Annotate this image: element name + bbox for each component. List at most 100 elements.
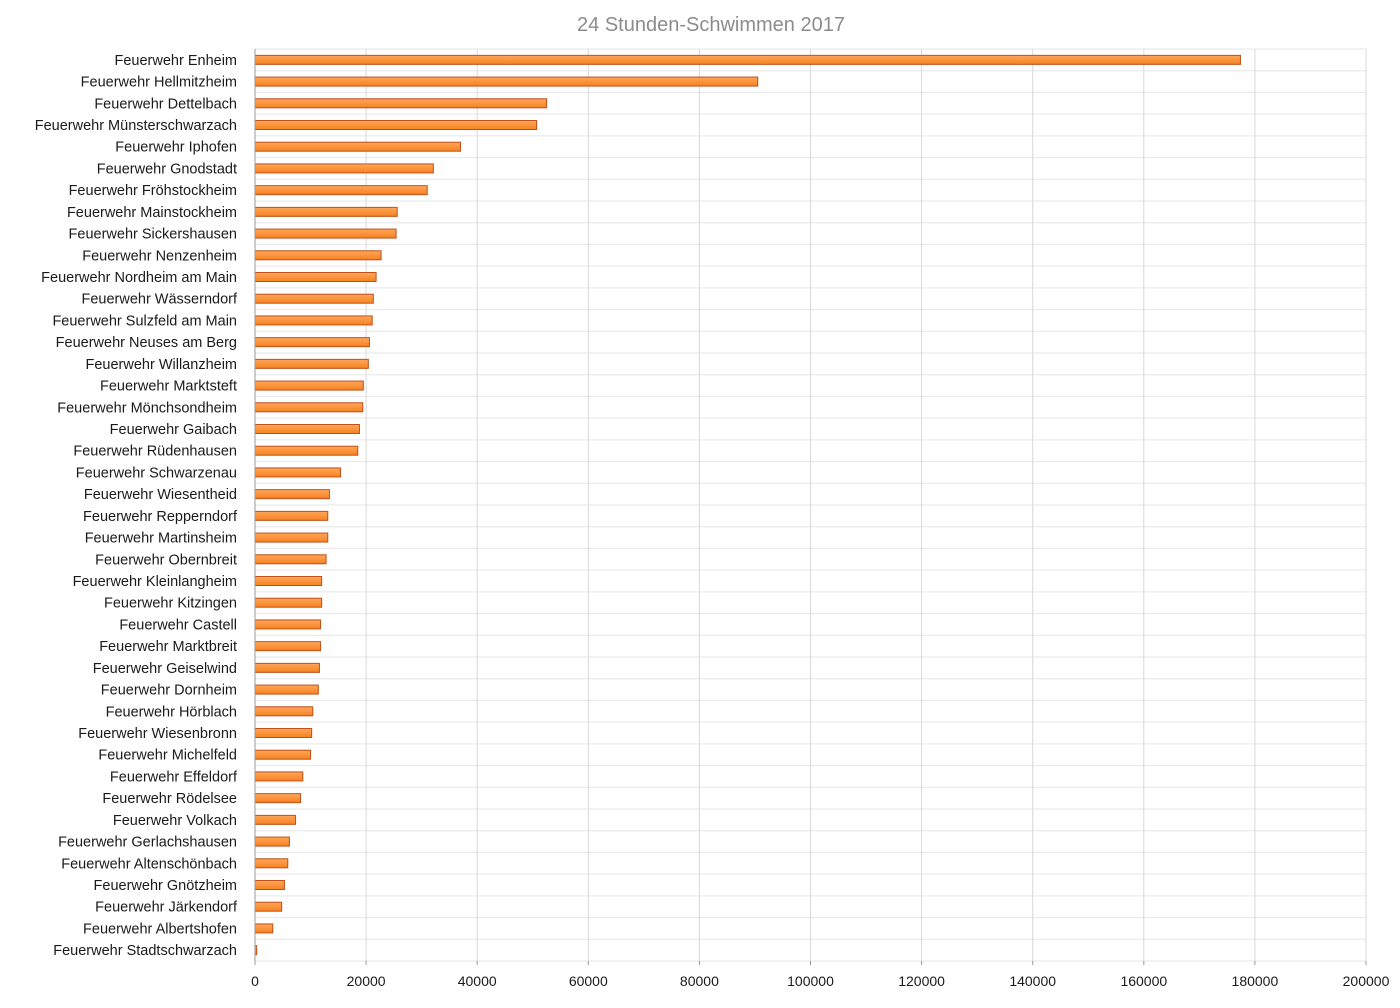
bar: [254, 923, 274, 934]
category-label: Feuerwehr Münsterschwarzach: [35, 118, 237, 134]
category-label: Feuerwehr Repperndorf: [83, 509, 238, 525]
chart-title: 24 Stunden-Schwimmen 2017: [577, 14, 845, 36]
category-label: Feuerwehr Martinsheim: [85, 531, 237, 547]
bar: [254, 532, 329, 543]
category-label: Feuerwehr Stadtschwarzach: [53, 943, 237, 959]
bar: [254, 206, 398, 217]
bar: [254, 424, 360, 434]
category-label: Feuerwehr Järkendorf: [95, 900, 238, 916]
bar: [254, 706, 314, 717]
bar: [254, 901, 283, 912]
bar: [254, 880, 285, 890]
x-axis-ticks: 0 20000 40000 60000 80000 100000 120000 140000 1…: [251, 961, 1390, 989]
category-label: Feuerwehr Altenschönbach: [61, 856, 237, 872]
x-tick-label: 140000: [1009, 973, 1056, 989]
category-label: Feuerwehr Nenzenheim: [82, 248, 237, 264]
x-tick-label: 80000: [680, 973, 719, 989]
category-label: Feuerwehr Obernbreit: [95, 552, 237, 568]
category-label: Feuerwehr Marktsteft: [100, 379, 237, 395]
bar: [254, 662, 320, 673]
category-label: Feuerwehr Dornheim: [101, 683, 237, 699]
bar: [254, 576, 323, 586]
gridlines: [254, 48, 1367, 962]
category-label: Feuerwehr Iphofen: [115, 140, 237, 156]
x-tick-label: 40000: [458, 973, 497, 989]
bar: [254, 337, 370, 348]
x-tick-label: 160000: [1120, 973, 1167, 989]
category-label: Feuerwehr Sickershausen: [69, 227, 237, 243]
bar: [254, 814, 297, 825]
bar: [254, 597, 323, 608]
category-label: Feuerwehr Albertshofen: [83, 921, 237, 937]
bar: [254, 250, 382, 261]
x-tick-label: 100000: [787, 973, 834, 989]
bar: [254, 76, 759, 87]
category-label: Feuerwehr Neuses am Berg: [56, 335, 237, 351]
bar: [254, 293, 374, 304]
bar: [254, 771, 304, 782]
bar: [254, 120, 538, 130]
category-label: Feuerwehr Gerlachshausen: [58, 835, 237, 851]
category-label: Feuerwehr Wiesenbronn: [78, 726, 237, 742]
bar: [254, 402, 364, 413]
bar: [254, 749, 312, 760]
category-label: Feuerwehr Marktbreit: [99, 639, 237, 655]
category-label: Feuerwehr Willanzheim: [86, 357, 238, 373]
bar: [254, 619, 322, 630]
x-tick-label: 120000: [898, 973, 945, 989]
category-label: Feuerwehr Nordheim am Main: [41, 270, 237, 286]
category-label: Feuerwehr Hörblach: [106, 704, 237, 720]
category-label: Feuerwehr Volkach: [113, 813, 237, 829]
bar: [254, 445, 359, 456]
bar: [254, 836, 290, 847]
bar: [254, 141, 462, 152]
category-label: Feuerwehr Mönchsondheim: [57, 400, 237, 416]
bar: [254, 793, 302, 804]
category-label: Feuerwehr Gnötzheim: [94, 878, 237, 894]
bar: [254, 684, 319, 695]
bar: [254, 98, 548, 109]
bar: [254, 380, 364, 391]
x-tick-label: 20000: [347, 973, 386, 989]
bar: [254, 315, 373, 326]
bar: [254, 641, 322, 652]
category-label: Feuerwehr Enheim: [115, 53, 238, 69]
category-labels: Feuerwehr Enheim Feuerwehr Hellmitzheim Fe…: [35, 53, 238, 959]
bar: [254, 858, 289, 869]
category-label: Feuerwehr Gaibach: [110, 422, 237, 438]
category-label: Feuerwehr Fröhstockheim: [69, 183, 237, 199]
category-label: Feuerwehr Michelfeld: [98, 748, 237, 764]
x-tick-label: 60000: [569, 973, 608, 989]
category-label: Feuerwehr Geiselwind: [93, 661, 237, 677]
bars: [254, 54, 1241, 956]
bar: [254, 510, 329, 521]
bar: [254, 54, 1241, 65]
category-label: Feuerwehr Sulzfeld am Main: [52, 313, 237, 329]
x-tick-label: 0: [251, 973, 259, 989]
bar: [254, 163, 434, 174]
bar: [254, 728, 313, 738]
category-label: Feuerwehr Rüdenhausen: [73, 444, 237, 460]
category-label: Feuerwehr Wiesentheid: [84, 487, 237, 503]
bar: [254, 467, 342, 478]
category-label: Feuerwehr Dettelbach: [94, 96, 237, 112]
bar: [254, 272, 377, 282]
category-label: Feuerwehr Mainstockheim: [67, 205, 237, 221]
category-label: Feuerwehr Schwarzenau: [76, 465, 237, 481]
category-label: Feuerwehr Effeldorf: [110, 769, 238, 785]
category-label: Feuerwehr Castell: [119, 617, 237, 633]
category-label: Feuerwehr Wässerndorf: [81, 292, 237, 308]
category-label: Feuerwehr Hellmitzheim: [81, 75, 237, 91]
category-label: Feuerwehr Kitzingen: [104, 596, 237, 612]
bar: [254, 489, 330, 500]
bar: [254, 185, 428, 196]
bar: [254, 358, 369, 369]
x-tick-label: 200000: [1343, 973, 1390, 989]
bar: [254, 554, 327, 565]
category-label: Feuerwehr Rödelsee: [102, 791, 237, 807]
bar: [254, 228, 397, 239]
category-label: Feuerwehr Kleinlangheim: [73, 574, 237, 590]
category-label: Feuerwehr Gnodstadt: [97, 161, 237, 177]
x-tick-label: 180000: [1232, 973, 1279, 989]
